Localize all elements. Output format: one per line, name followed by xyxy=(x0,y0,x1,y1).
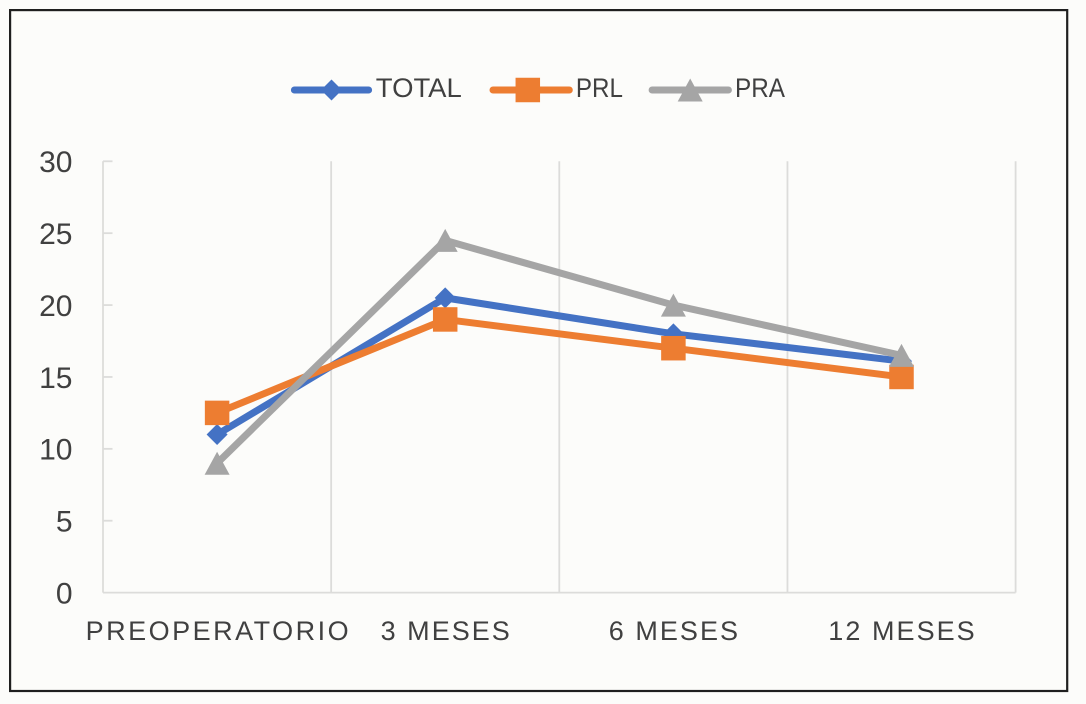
svg-text:5: 5 xyxy=(56,506,73,539)
svg-text:PREOPERATORIO: PREOPERATORIO xyxy=(86,616,349,646)
svg-text:25: 25 xyxy=(39,218,72,251)
svg-text:6 MESES: 6 MESES xyxy=(609,616,738,646)
svg-text:15: 15 xyxy=(39,362,72,395)
svg-text:PRA: PRA xyxy=(735,73,785,103)
svg-text:0: 0 xyxy=(56,578,73,611)
svg-text:10: 10 xyxy=(39,434,72,467)
svg-text:30: 30 xyxy=(39,146,72,179)
svg-text:12 MESES: 12 MESES xyxy=(828,616,974,646)
svg-text:20: 20 xyxy=(39,290,72,323)
svg-text:PRL: PRL xyxy=(576,73,623,103)
svg-text:TOTAL: TOTAL xyxy=(376,73,462,103)
svg-text:3 MESES: 3 MESES xyxy=(381,616,510,646)
